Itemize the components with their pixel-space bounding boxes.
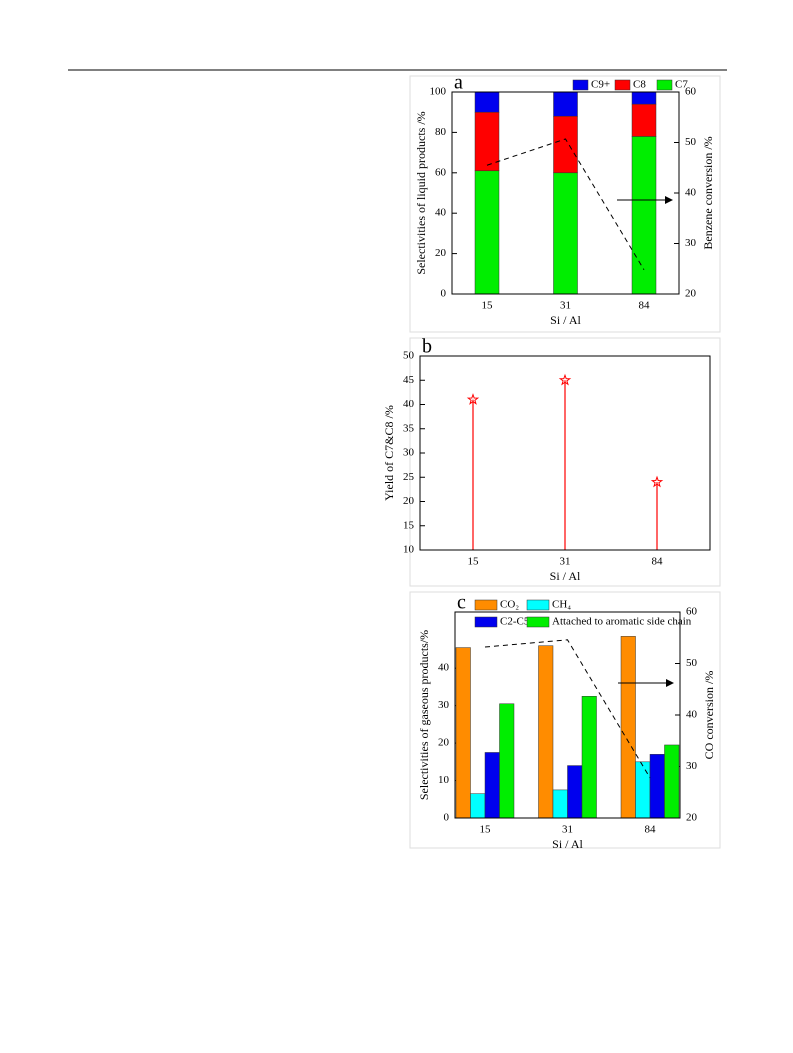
bar (631, 136, 657, 295)
y-tick-label: 20 (435, 247, 447, 259)
legend-swatch (474, 599, 498, 611)
legend-swatch (526, 599, 550, 611)
bar (553, 172, 578, 295)
bar (581, 696, 597, 819)
bar (474, 91, 500, 113)
y2-tick-label: 30 (685, 237, 697, 249)
legend-swatch (474, 616, 498, 628)
bar (470, 793, 486, 819)
legend-label: C8 (633, 79, 646, 91)
bar (552, 789, 568, 819)
bar (484, 752, 500, 819)
y2-axis-title: Benzene conversion /% (701, 136, 715, 249)
legend-label: Attached to aromatic side chain (552, 616, 692, 628)
panel-label: c (457, 592, 466, 614)
y-tick-label: 20 (403, 495, 415, 507)
panel-label: a (454, 72, 463, 94)
y-tick-label: 40 (403, 398, 415, 410)
y2-tick-label: 50 (686, 657, 698, 669)
x-tick-label: 15 (468, 556, 480, 568)
legend-swatch (656, 79, 673, 91)
x-axis-title: Si / Al (550, 569, 581, 583)
x-tick-label: 15 (482, 300, 494, 312)
x-axis-title: Si / Al (552, 837, 583, 851)
bar (631, 91, 657, 105)
legend-label: C7 (675, 79, 688, 91)
y2-tick-label: 60 (685, 86, 697, 98)
plot-frame (454, 611, 681, 819)
y-tick-label: 80 (435, 126, 447, 138)
y-tick-label: 15 (403, 519, 415, 531)
y-tick-label: 30 (403, 447, 415, 459)
legend-label: C2-C5 (500, 616, 530, 628)
bar (499, 703, 515, 819)
x-tick-label: 84 (639, 300, 651, 312)
figure-frame (409, 337, 721, 587)
legend-swatch (572, 79, 589, 91)
bar (553, 91, 578, 117)
arrow-head (665, 196, 673, 204)
y2-tick-label: 20 (686, 812, 698, 824)
legend-label: CO₂ (500, 599, 519, 611)
x-tick-label: 31 (562, 824, 573, 836)
bar (567, 765, 583, 819)
y-tick-label: 0 (444, 812, 450, 824)
y-axis-title: Selectivities of liquid products /% (414, 111, 428, 274)
y-tick-label: 35 (403, 422, 415, 434)
y-tick-label: 50 (403, 350, 415, 362)
y-axis-title: Selectivities of gaseous products/% (417, 630, 431, 800)
legend-swatch (614, 79, 631, 91)
x-tick-label: 31 (560, 300, 571, 312)
figure-frame (409, 591, 721, 849)
bar (474, 111, 500, 172)
y-tick-label: 0 (441, 288, 447, 300)
y-tick-label: 40 (435, 207, 447, 219)
y-tick-label: 10 (403, 544, 415, 556)
y-tick-label: 10 (438, 774, 450, 786)
panel-label: b (422, 336, 432, 358)
y2-axis-title: CO conversion /% (702, 671, 716, 760)
arrow-head (666, 679, 674, 687)
bar (635, 761, 651, 819)
bar (538, 645, 554, 819)
bar (474, 170, 500, 295)
y-tick-label: 40 (438, 662, 450, 674)
y-tick-label: 20 (438, 737, 450, 749)
y-axis-title: Yield of C7&C8 /% (382, 405, 396, 501)
y-tick-label: 60 (435, 166, 447, 178)
y2-tick-label: 30 (686, 760, 698, 772)
bar (455, 647, 471, 819)
bar (631, 103, 657, 137)
legend-label: CH₄ (552, 599, 571, 611)
plot-frame (419, 355, 711, 551)
plot-frame (451, 91, 680, 295)
y2-tick-label: 50 (685, 136, 697, 148)
line (484, 639, 651, 779)
figure-frame (409, 75, 721, 333)
y2-tick-label: 40 (686, 709, 698, 721)
legend-label: C9+ (591, 79, 610, 91)
bar (664, 744, 680, 819)
y2-tick-label: 40 (685, 187, 697, 199)
y-tick-label: 30 (438, 699, 450, 711)
x-tick-label: 15 (480, 824, 492, 836)
star-marker (650, 475, 664, 488)
star-marker (558, 373, 572, 386)
y2-tick-label: 20 (685, 288, 697, 300)
x-tick-label: 84 (652, 556, 664, 568)
x-tick-label: 31 (560, 556, 571, 568)
y-tick-label: 25 (403, 471, 415, 483)
star-marker (466, 393, 480, 405)
y-tick-label: 100 (430, 86, 447, 98)
line (486, 138, 645, 271)
y-tick-label: 45 (403, 374, 415, 386)
x-tick-label: 84 (645, 824, 657, 836)
bar (553, 115, 578, 174)
bar (649, 754, 665, 819)
x-axis-title: Si / Al (550, 313, 581, 327)
bar (620, 636, 636, 819)
legend-swatch (526, 616, 550, 628)
y2-tick-label: 60 (686, 606, 698, 618)
